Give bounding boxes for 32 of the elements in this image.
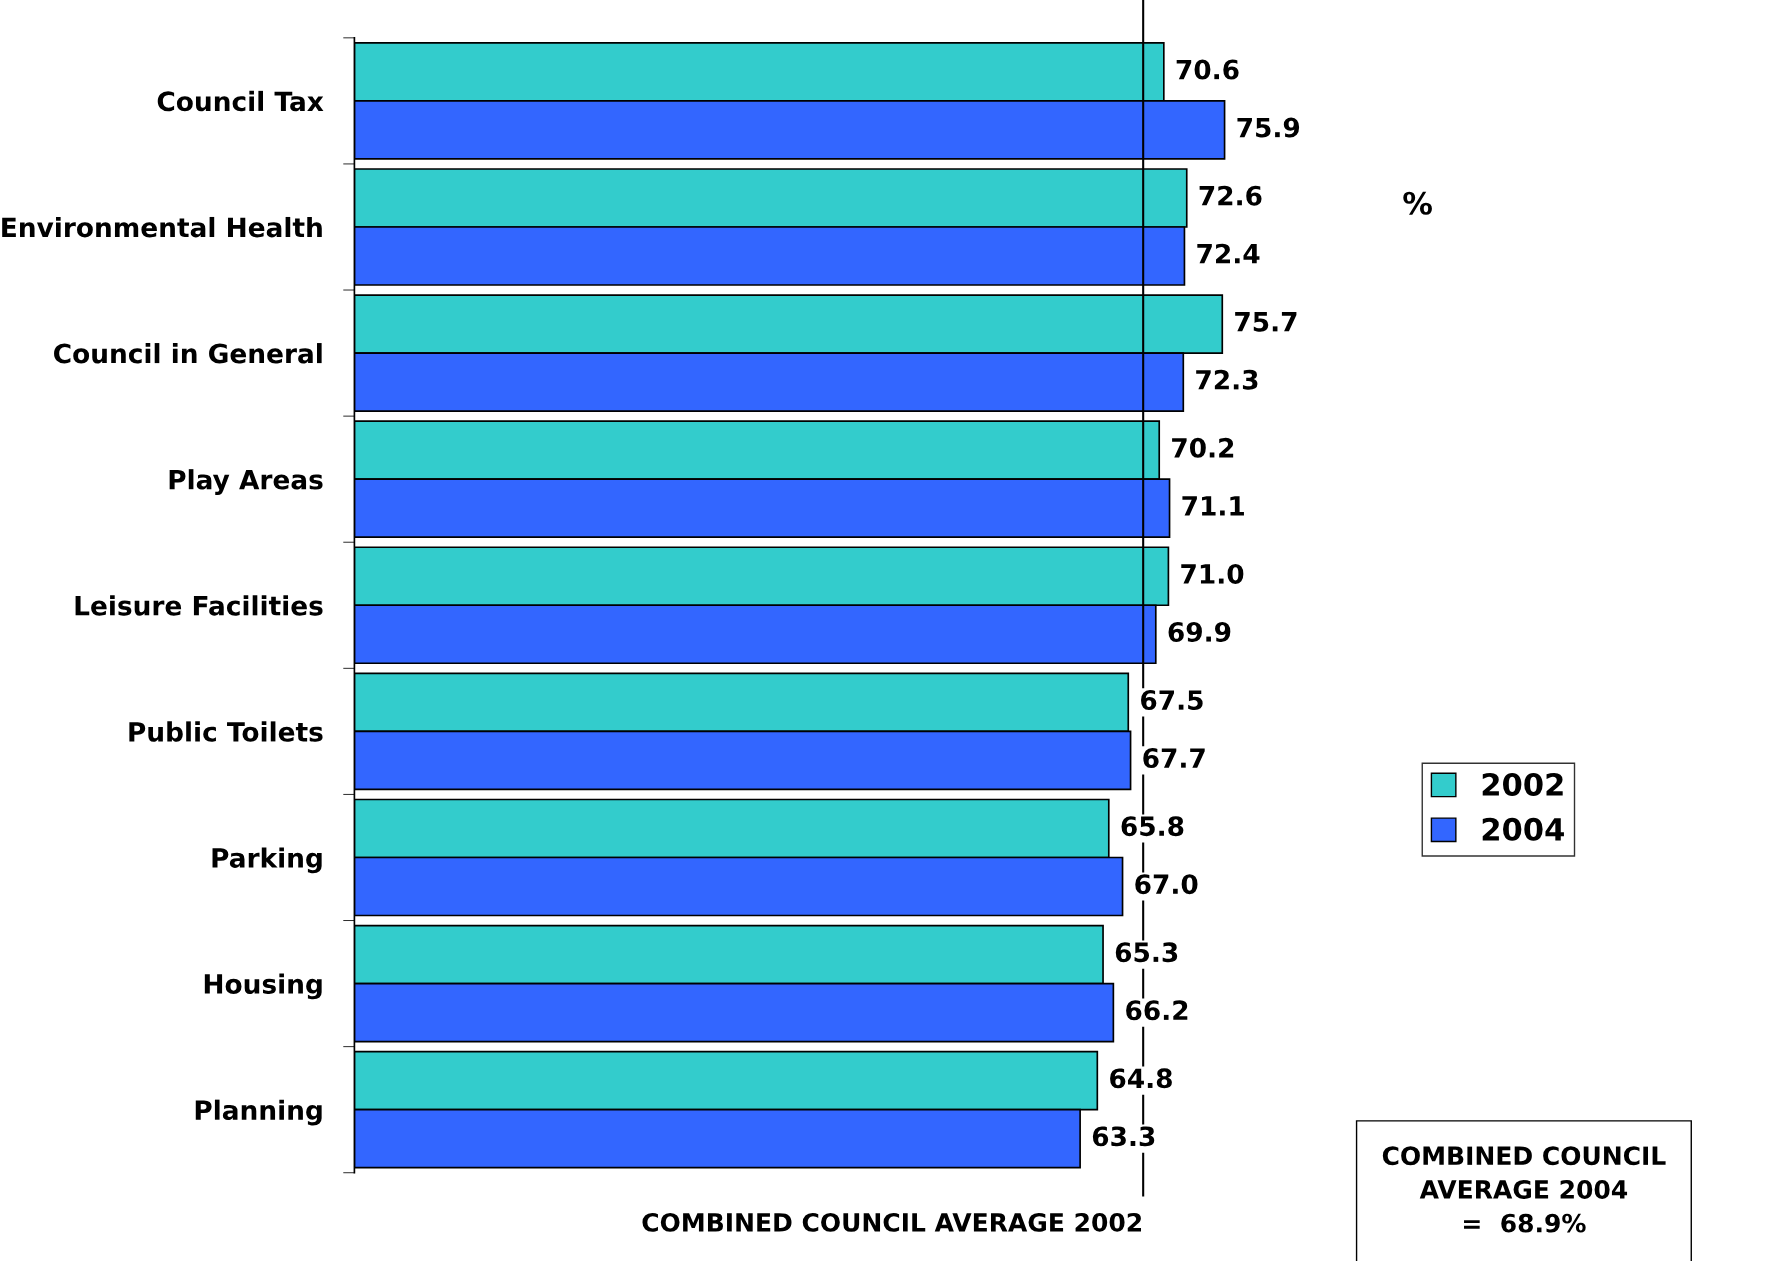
y-tick-label: Play Areas <box>169 469 323 495</box>
y-tick-label: Environmental Health <box>2 216 322 238</box>
data-label: 72.4 <box>1197 243 1260 264</box>
legend-label: 2002 <box>1482 772 1563 796</box>
y-tick-label: Public Toilets <box>129 721 323 742</box>
data-label: 67.5 <box>1141 690 1203 711</box>
data-label: 70.2 <box>1172 437 1234 458</box>
data-label: 75.9 <box>1237 117 1300 138</box>
data-label: 69.9 <box>1168 622 1231 642</box>
data-label: 63.3 <box>1092 1126 1155 1147</box>
y-tick-label: Planning <box>195 1099 322 1126</box>
data-label: 67.0 <box>1135 874 1198 895</box>
legend-label: 2004 <box>1482 817 1564 841</box>
data-label: 64.8 <box>1110 1068 1172 1089</box>
text: % <box>1403 191 1432 215</box>
y-tick-label: Council Tax <box>157 90 324 112</box>
data-label: 75.7 <box>1235 312 1297 332</box>
y-tick-label: Leisure Facilities <box>75 595 323 616</box>
data-label: 71.0 <box>1181 563 1244 584</box>
data-label: 71.1 <box>1182 496 1244 516</box>
y-tick-label: Parking <box>212 847 322 874</box>
data-label: 70.6 <box>1176 59 1239 80</box>
ref-line-label: COMBINED COUNCIL AVERAGE 2002 <box>642 1212 1142 1232</box>
data-label: 66.2 <box>1126 1000 1188 1021</box>
text: COMBINED COUNCIL AVERAGE 2004 = 68.9% <box>1382 1146 1666 1233</box>
data-label: 72.3 <box>1196 369 1258 390</box>
data-label: 65.8 <box>1121 816 1184 837</box>
data-label: 67.7 <box>1143 748 1205 769</box>
y-tick-label: Housing <box>204 973 322 1000</box>
data-label: 65.3 <box>1115 942 1178 963</box>
y-tick-label: Council in General <box>54 343 322 364</box>
data-label: 72.6 <box>1199 185 1262 206</box>
